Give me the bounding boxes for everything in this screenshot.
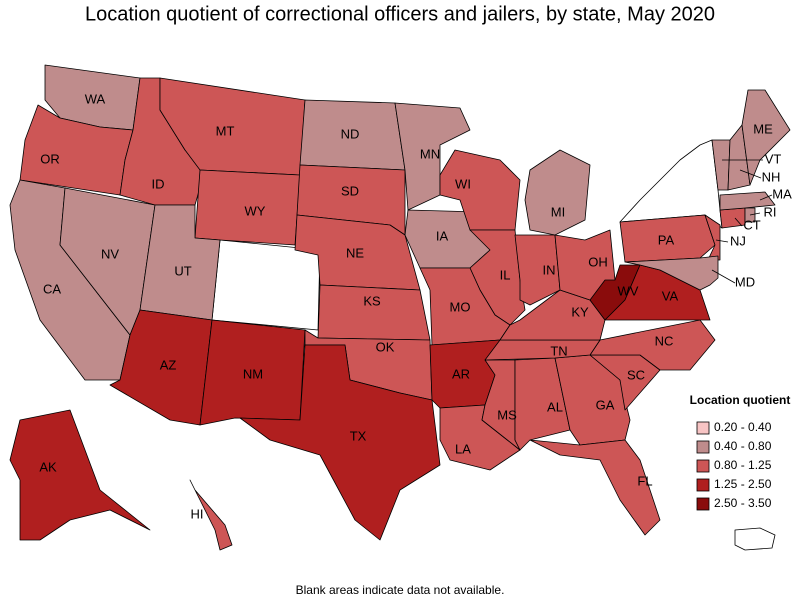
state-label: FL <box>637 473 652 488</box>
state-label: IN <box>543 262 556 277</box>
state-label: KY <box>571 304 589 319</box>
state-label: SD <box>341 183 359 198</box>
leader-line <box>749 212 761 216</box>
states <box>9 64 791 551</box>
state-label: OR <box>40 151 60 166</box>
state <box>619 214 716 263</box>
state-label: CA <box>43 281 61 296</box>
state-label: MI <box>551 204 565 219</box>
state-label: OH <box>588 254 608 269</box>
state-label: WA <box>85 91 106 106</box>
state-label: VT <box>765 151 782 166</box>
legend-swatch <box>696 421 710 435</box>
map-title: Location quotient of correctional office… <box>85 3 715 25</box>
legend-label: 1.25 - 2.50 <box>714 477 772 491</box>
state-label: WV <box>618 283 639 298</box>
state-label: PA <box>658 232 675 247</box>
footnote: Blank areas indicate data not available. <box>296 583 505 597</box>
leader-line <box>759 194 773 201</box>
state-label: NJ <box>730 233 746 248</box>
state-label: NE <box>346 245 364 260</box>
legend-title: Location quotient <box>690 393 791 407</box>
state-label: CT <box>743 217 760 232</box>
leader-line <box>739 169 762 179</box>
state <box>589 319 716 371</box>
state-label: ID <box>152 176 165 191</box>
legend-label: 0.20 - 0.40 <box>714 420 772 434</box>
state-label: RI <box>764 204 777 219</box>
state <box>394 102 471 211</box>
blank-territory <box>734 527 776 551</box>
state-label: TX <box>350 428 367 443</box>
state-label: GA <box>596 397 615 412</box>
state-label: ME <box>753 121 773 136</box>
state <box>524 149 591 236</box>
state-label: ND <box>341 126 360 141</box>
state <box>741 89 791 186</box>
state-label: MS <box>497 407 517 422</box>
state-label: AR <box>452 366 470 381</box>
legend-label: 0.40 - 0.80 <box>714 439 772 453</box>
state-label: MA <box>772 186 792 201</box>
leader-line <box>734 217 743 227</box>
state-label: MO <box>450 299 471 314</box>
state-label: IA <box>436 228 449 243</box>
state-label: AL <box>547 399 563 414</box>
legend-swatch <box>696 459 710 473</box>
state <box>9 409 151 541</box>
blank-state <box>211 239 321 331</box>
state-label: OK <box>376 339 395 354</box>
state-label: VA <box>662 288 679 303</box>
state-label: AZ <box>160 357 177 372</box>
state-label: NH <box>762 169 781 184</box>
legend-label: 0.80 - 1.25 <box>714 458 772 472</box>
state <box>239 344 441 541</box>
state-label: LA <box>455 441 471 456</box>
state-label: NM <box>243 366 263 381</box>
legend-swatch <box>696 478 710 492</box>
state-label: WI <box>455 176 471 191</box>
state-label: HI <box>191 506 204 521</box>
state-label: KS <box>363 293 381 308</box>
state <box>194 169 301 246</box>
legend-label: 2.50 - 3.50 <box>714 496 772 510</box>
state-label: NV <box>101 246 119 261</box>
blank-state <box>619 139 723 229</box>
state-label: MN <box>420 146 440 161</box>
state-label: SC <box>627 367 645 382</box>
legend-swatch <box>696 497 710 511</box>
legend-swatch <box>696 440 710 454</box>
state-label: MT <box>216 123 235 138</box>
state-label: NC <box>655 333 674 348</box>
state-label: UT <box>174 263 191 278</box>
state-label: TN <box>550 343 567 358</box>
state <box>624 255 719 291</box>
leader-line <box>715 239 729 243</box>
state <box>529 439 661 536</box>
leader-line <box>711 269 736 284</box>
state-label: MD <box>735 274 755 289</box>
state <box>189 479 233 551</box>
state-label: AK <box>39 459 57 474</box>
state-label: IL <box>500 267 511 282</box>
state-label: WY <box>245 203 266 218</box>
state <box>719 191 776 211</box>
